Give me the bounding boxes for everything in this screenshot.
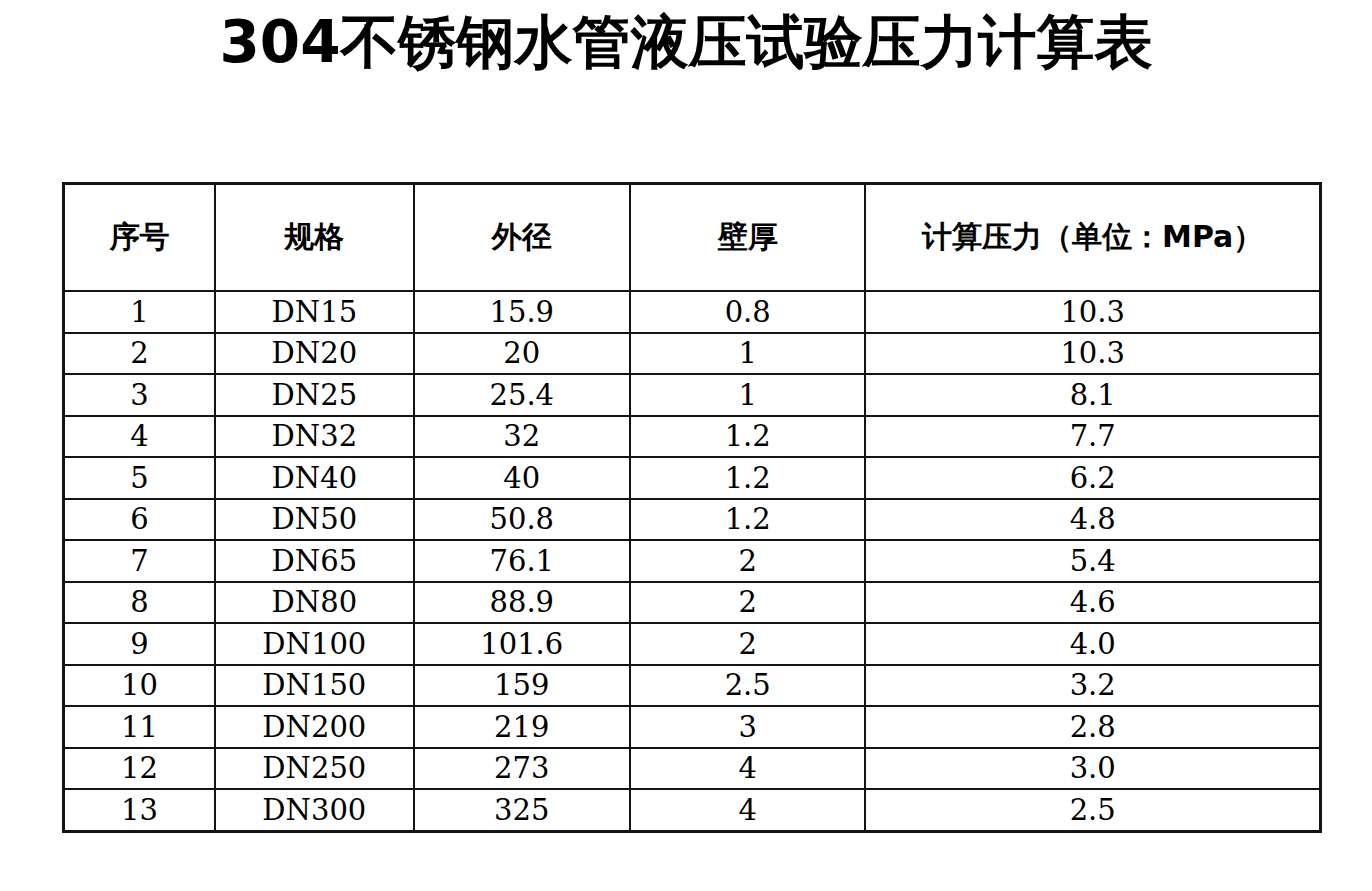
table-cell: DN25 [215,374,413,416]
table-cell: 1.2 [630,457,865,499]
column-header: 计算压力（单位：MPa） [865,184,1320,292]
table-cell: DN80 [215,582,413,624]
table-cell: 4.6 [865,582,1320,624]
table-cell: 10.3 [865,333,1320,375]
table-row: 7DN6576.125.4 [64,540,1321,582]
table-cell: 8 [64,582,216,624]
table-cell: 9 [64,623,216,665]
table-row: 6DN5050.81.24.8 [64,499,1321,541]
table-cell: DN300 [215,789,413,831]
table-cell: DN40 [215,457,413,499]
table-cell: 40 [414,457,630,499]
table-cell: 1 [64,291,216,333]
table-cell: 0.8 [630,291,865,333]
table-row: 2DN2020110.3 [64,333,1321,375]
table-body: 1DN1515.90.810.32DN2020110.33DN2525.418.… [64,291,1321,831]
table-cell: 4 [64,416,216,458]
page-title: 304不锈钢水管液压试验压力计算表 [0,0,1372,84]
pressure-calculation-table: 序号规格外径壁厚计算压力（单位：MPa） 1DN1515.90.810.32DN… [62,182,1322,833]
table-cell: 1.2 [630,499,865,541]
column-header: 壁厚 [630,184,865,292]
table-cell: 1 [630,333,865,375]
table-cell: 3.2 [865,665,1320,707]
table-cell: 4 [630,748,865,790]
table-cell: 8.1 [865,374,1320,416]
table-cell: 1 [630,374,865,416]
table-cell: 13 [64,789,216,831]
table-cell: 2.5 [865,789,1320,831]
table-cell: 2.5 [630,665,865,707]
table-cell: 6 [64,499,216,541]
table-row: 5DN40401.26.2 [64,457,1321,499]
column-header: 序号 [64,184,216,292]
table-cell: DN15 [215,291,413,333]
table-cell: 4.8 [865,499,1320,541]
table-header-row: 序号规格外径壁厚计算压力（单位：MPa） [64,184,1321,292]
table-row: 10DN1501592.53.2 [64,665,1321,707]
table-cell: 25.4 [414,374,630,416]
table-cell: DN32 [215,416,413,458]
table-cell: 3 [630,706,865,748]
table-cell: 2 [630,540,865,582]
table-cell: DN200 [215,706,413,748]
table-cell: 10 [64,665,216,707]
column-header: 外径 [414,184,630,292]
table-cell: DN100 [215,623,413,665]
table-cell: 11 [64,706,216,748]
table-cell: 219 [414,706,630,748]
table-cell: 4.0 [865,623,1320,665]
table-cell: 50.8 [414,499,630,541]
table-cell: 88.9 [414,582,630,624]
table-cell: 159 [414,665,630,707]
table-row: 11DN20021932.8 [64,706,1321,748]
table-cell: 32 [414,416,630,458]
table-cell: 6.2 [865,457,1320,499]
table-cell: DN250 [215,748,413,790]
table-header: 序号规格外径壁厚计算压力（单位：MPa） [64,184,1321,292]
table-cell: 7.7 [865,416,1320,458]
table-row: 3DN2525.418.1 [64,374,1321,416]
table-cell: 5.4 [865,540,1320,582]
table-cell: 76.1 [414,540,630,582]
table-row: 12DN25027343.0 [64,748,1321,790]
table-cell: 2.8 [865,706,1320,748]
table-cell: 101.6 [414,623,630,665]
table-row: 4DN32321.27.7 [64,416,1321,458]
table-cell: 12 [64,748,216,790]
table-cell: 325 [414,789,630,831]
table-cell: 2 [630,582,865,624]
table-cell: DN20 [215,333,413,375]
table-cell: 2 [630,623,865,665]
table-cell: 4 [630,789,865,831]
table-cell: 15.9 [414,291,630,333]
column-header: 规格 [215,184,413,292]
table-row: 9DN100101.624.0 [64,623,1321,665]
table-cell: 3.0 [865,748,1320,790]
table-cell: 5 [64,457,216,499]
table-cell: 2 [64,333,216,375]
table-cell: 1.2 [630,416,865,458]
table-cell: 10.3 [865,291,1320,333]
table-cell: DN50 [215,499,413,541]
table-cell: DN65 [215,540,413,582]
table-cell: 7 [64,540,216,582]
table-row: 8DN8088.924.6 [64,582,1321,624]
table-cell: 20 [414,333,630,375]
table-cell: 3 [64,374,216,416]
table-row: 1DN1515.90.810.3 [64,291,1321,333]
table-cell: 273 [414,748,630,790]
table-cell: DN150 [215,665,413,707]
table-row: 13DN30032542.5 [64,789,1321,831]
